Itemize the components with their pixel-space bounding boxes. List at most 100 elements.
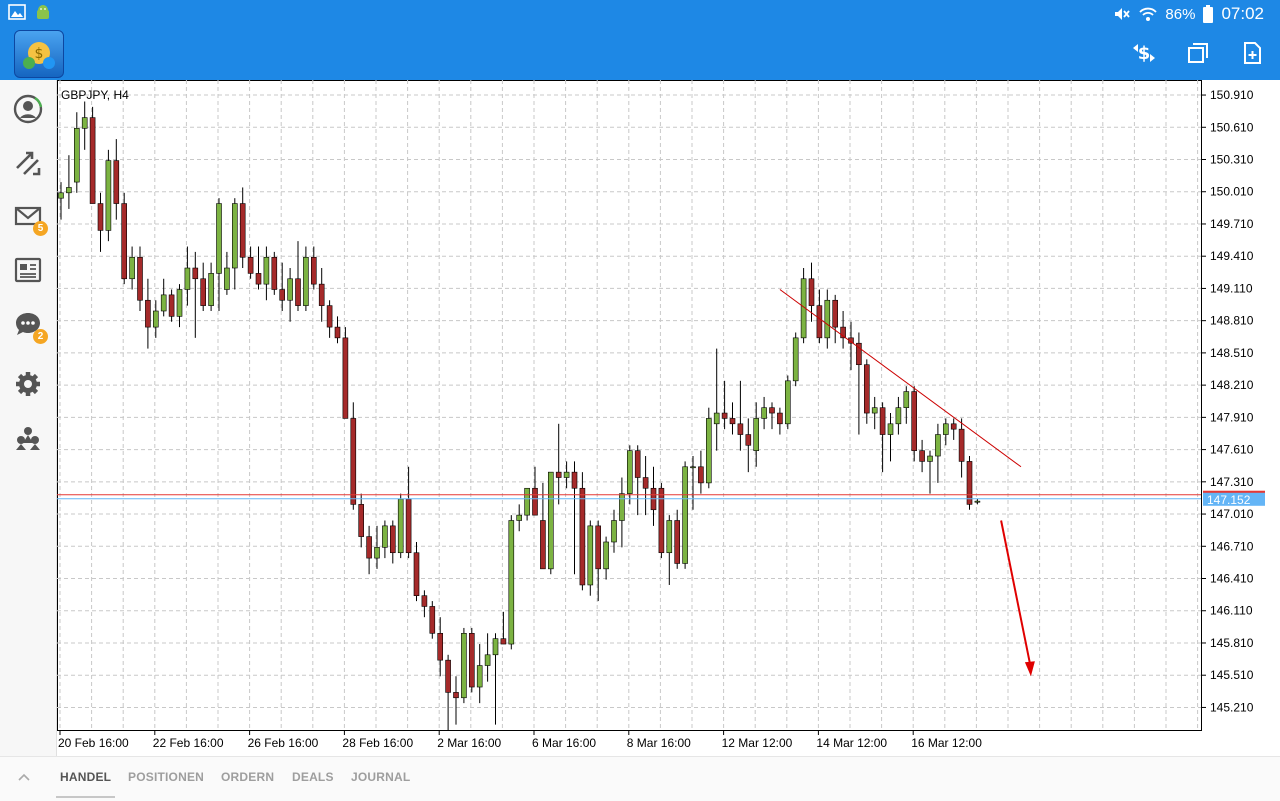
candle-body — [287, 278, 293, 301]
app-bar: $ $ — [0, 27, 1280, 80]
candle-body — [239, 203, 246, 258]
candle-body — [974, 500, 981, 503]
candle-body — [374, 547, 380, 559]
tab-deals[interactable]: DEALS — [292, 770, 334, 784]
candle-body — [271, 256, 278, 290]
new-order-icon[interactable] — [1238, 39, 1266, 67]
candle-body — [97, 203, 104, 231]
candle-body — [911, 391, 918, 451]
candle-body — [879, 407, 886, 435]
y-tick-label: 146.110 — [1210, 604, 1253, 618]
windows-icon[interactable] — [1184, 39, 1212, 67]
tab-positionen[interactable]: POSITIONEN — [128, 770, 205, 784]
sidebar-item-mail[interactable]: 5 — [10, 198, 48, 236]
chart-title: GBPJPY, H4 — [61, 88, 129, 102]
y-tick-label: 150.310 — [1210, 153, 1254, 167]
y-tick-label: 149.710 — [1210, 217, 1254, 231]
candle-body — [303, 256, 309, 306]
sidebar-item-community[interactable] — [10, 420, 46, 456]
candle-body — [255, 273, 262, 285]
tab-journal[interactable]: JOURNAL — [351, 770, 411, 784]
candle-body — [81, 117, 88, 129]
sidebar-item-news[interactable] — [10, 252, 46, 288]
x-tick-label: 16 Mar 12:00 — [911, 736, 982, 750]
candle-body — [66, 187, 72, 194]
candle-body — [626, 450, 633, 494]
candle-body — [769, 407, 775, 414]
metatrader-logo-icon[interactable]: $ — [14, 30, 64, 78]
x-tick-label: 20 Feb 16:00 — [58, 736, 129, 750]
y-tick-label: 148.810 — [1210, 314, 1254, 328]
tab-handel[interactable]: HANDEL — [55, 770, 116, 798]
candle-body — [247, 256, 254, 274]
candle-body — [366, 536, 372, 559]
candle-body — [137, 256, 143, 301]
x-tick-label: 26 Feb 16:00 — [248, 736, 319, 750]
candle-body — [429, 606, 436, 634]
candle-body — [145, 299, 151, 328]
candle-body — [437, 633, 444, 661]
trendline — [779, 289, 1022, 468]
candle-body — [942, 423, 949, 435]
candle-body — [619, 493, 625, 521]
sidebar-item-trade[interactable] — [10, 145, 46, 181]
plot-frame — [57, 80, 1202, 731]
candle-body — [208, 273, 214, 306]
y-tick-label: 148.510 — [1210, 346, 1254, 360]
candle-body — [690, 466, 696, 469]
candle-body — [784, 380, 791, 425]
candle-body — [966, 461, 973, 505]
candle-body — [200, 278, 206, 306]
tab-ordern[interactable]: ORDERN — [221, 770, 275, 784]
mail-icon — [14, 206, 42, 226]
price-chart[interactable]: 145.210 145.510 145.810 146.110 146.410 146.7… — [57, 80, 1280, 756]
bid-price-marker — [1203, 490, 1265, 495]
arrow-shaft — [1000, 520, 1032, 669]
candle-body — [579, 487, 586, 586]
candle-body — [856, 342, 862, 366]
candle-body — [358, 504, 365, 537]
sidebar: 5 2 — [0, 80, 57, 756]
candle-body — [192, 267, 199, 280]
y-tick-label: 145.210 — [1210, 700, 1254, 714]
candle-body — [816, 305, 823, 339]
candle-body — [571, 471, 578, 489]
candle-body — [603, 541, 609, 570]
sidebar-item-settings[interactable] — [10, 366, 46, 402]
candle-body — [326, 305, 333, 328]
candle-body — [176, 289, 183, 317]
candle-body — [792, 337, 799, 382]
x-tick-label: 22 Feb 16:00 — [153, 736, 224, 750]
candle-body — [295, 278, 301, 306]
y-tick-label: 150.010 — [1210, 185, 1254, 199]
candle-body — [500, 638, 507, 645]
symbol-switch-icon[interactable]: $ — [1130, 39, 1158, 67]
candle-body — [658, 487, 665, 554]
mail-badge: 5 — [33, 221, 48, 236]
candle-body — [587, 525, 594, 586]
battery-icon — [1203, 5, 1214, 23]
candle-body — [468, 633, 475, 688]
candle-body — [311, 256, 317, 285]
candle-body — [350, 418, 357, 505]
candle-body — [935, 434, 941, 457]
candle-body — [950, 423, 957, 430]
candle-body — [863, 364, 870, 414]
x-tick-label: 6 Mar 16:00 — [532, 736, 596, 750]
candle-body — [89, 117, 96, 204]
battery-percent: 86% — [1165, 5, 1196, 23]
candle-body — [73, 128, 80, 183]
candle-body — [540, 520, 546, 570]
candle-body — [705, 418, 712, 484]
candle-body — [729, 418, 736, 425]
candle-body — [453, 692, 459, 699]
y-tick-label: 147.310 — [1210, 475, 1254, 489]
sidebar-item-account[interactable] — [10, 91, 46, 127]
chat-icon — [16, 313, 40, 335]
chevron-up-icon[interactable] — [16, 769, 32, 785]
sidebar-item-chat[interactable]: 2 — [10, 306, 48, 344]
y-tick-label: 146.710 — [1210, 539, 1254, 553]
candle-body — [832, 299, 839, 328]
y-tick-label: 149.410 — [1210, 249, 1254, 263]
candle-body — [808, 278, 815, 306]
